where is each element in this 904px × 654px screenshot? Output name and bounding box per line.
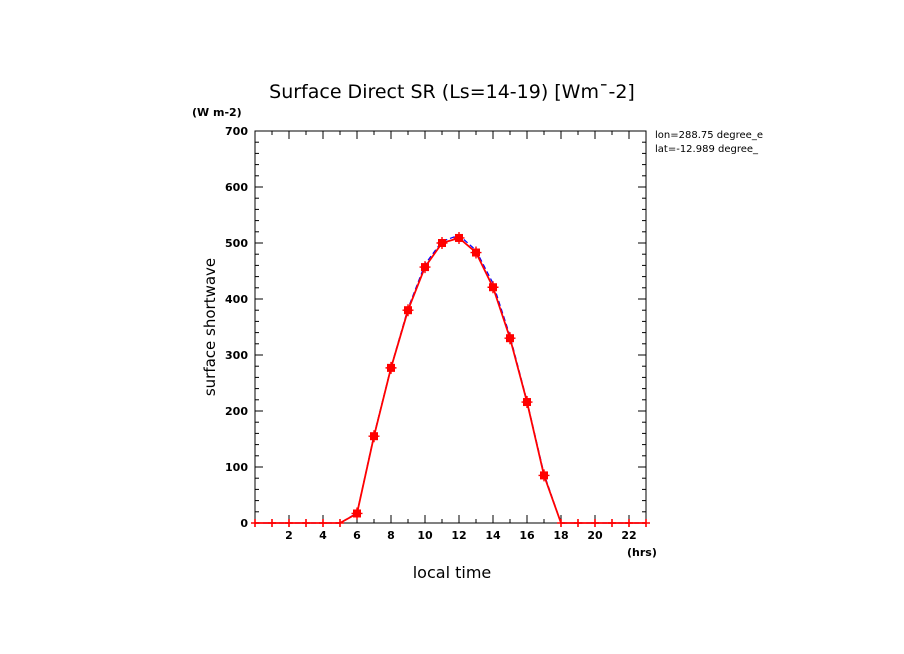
axis-ticks: 0 100 200 300 400 500 600 700 2 4 6 8 10 12 14 16 18 20 22 (225, 125, 647, 542)
data-point-cross (402, 304, 414, 317)
data-point-cross (470, 246, 482, 259)
data-point (302, 519, 310, 527)
x-tick-label: 8 (387, 529, 395, 542)
series-layer (251, 231, 650, 527)
data-point (608, 519, 616, 527)
y-tick-label: 300 (225, 349, 248, 362)
data-point (591, 519, 599, 527)
x-tick-label: 18 (553, 529, 568, 542)
data-point (285, 519, 293, 527)
data-point-cross (351, 507, 363, 520)
x-tick-label: 6 (353, 529, 361, 542)
x-tick-label: 2 (285, 529, 293, 542)
data-point (642, 519, 650, 527)
data-point (268, 519, 276, 527)
x-tick-label: 10 (417, 529, 433, 542)
y-tick-label: 700 (225, 125, 248, 138)
annotation-lat: lat=-12.989 degree_ (655, 144, 759, 155)
data-point-cross (453, 231, 465, 244)
data-point (251, 519, 259, 527)
data-point-cross (385, 361, 397, 374)
series-0-line (255, 234, 646, 524)
plot-frame (254, 130, 647, 524)
annotation-lon: lon=288.75 degree_e (655, 130, 763, 141)
x-unit-label: (hrs) (627, 546, 657, 559)
x-tick-label: 20 (587, 529, 603, 542)
chart-title: Surface Direct SR (Ls=14-19) [Wm¯-2] (269, 81, 635, 103)
data-point-cross (504, 332, 516, 345)
y-tick-label: 500 (225, 237, 248, 250)
data-point-cross (436, 237, 448, 249)
data-point (336, 519, 344, 527)
data-point (625, 519, 633, 527)
data-point-cross (521, 396, 533, 409)
y-tick-label: 0 (240, 517, 248, 530)
data-point (319, 519, 327, 527)
data-point (574, 519, 582, 527)
data-point (557, 519, 565, 527)
x-tick-label: 12 (451, 529, 466, 542)
y-tick-label: 100 (225, 461, 248, 474)
y-tick-label: 600 (225, 181, 248, 194)
x-tick-label: 14 (485, 529, 501, 542)
x-tick-label: 4 (319, 529, 327, 542)
x-axis-label: local time (413, 563, 492, 582)
data-point-cross (419, 261, 431, 274)
y-axis-label: surface shortwave (201, 258, 219, 396)
y-tick-label: 400 (225, 293, 248, 306)
data-point-cross (368, 430, 380, 443)
series-1-line (255, 236, 646, 524)
x-tick-label: 22 (621, 529, 636, 542)
x-tick-label: 16 (519, 529, 535, 542)
data-point-cross (538, 469, 550, 482)
data-point-cross (487, 281, 499, 294)
y-unit-label: (W m-2) (192, 106, 242, 119)
y-tick-label: 200 (225, 405, 248, 418)
